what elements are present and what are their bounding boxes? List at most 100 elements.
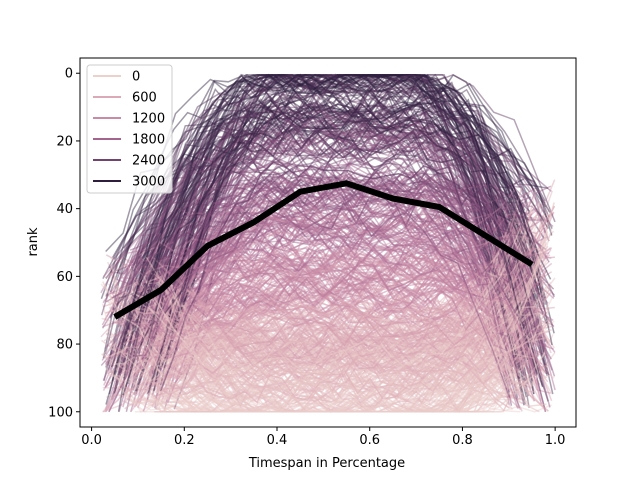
background-trajectory-line (118, 246, 548, 386)
background-trajectory-line (170, 265, 532, 319)
background-trajectory-line (146, 110, 510, 405)
background-trajectory-line (145, 275, 526, 385)
background-trajectory-line (118, 282, 530, 356)
background-trajectory-line (142, 137, 550, 376)
background-trajectory-line (116, 373, 537, 413)
background-trajectory-line (133, 270, 553, 383)
background-trajectory-line (137, 218, 513, 414)
background-trajectory-line (109, 286, 542, 413)
background-trajectory-line (128, 233, 549, 401)
background-trajectory-line (128, 73, 513, 363)
background-trajectory-line (120, 310, 514, 379)
background-trajectory-line (131, 279, 552, 344)
background-trajectory-line (116, 373, 537, 413)
background-trajectory-line (112, 130, 555, 327)
background-trajectory-line (143, 250, 524, 366)
background-trajectory-line (170, 73, 524, 298)
background-trajectory-line (139, 287, 511, 413)
background-trajectory-line (173, 240, 554, 350)
background-trajectory-line (105, 221, 544, 297)
background-trajectory-line (156, 213, 524, 392)
background-trajectory-line (144, 180, 535, 326)
background-trajectory-line (161, 240, 512, 347)
background-trajectory-line (112, 236, 538, 395)
background-trajectory-line (126, 188, 517, 277)
y-tick-label: 60 (56, 270, 73, 285)
background-trajectory-line (133, 104, 515, 396)
background-trajectory-line (166, 254, 552, 321)
background-trajectory-line (132, 261, 536, 384)
background-trajectory-line (102, 256, 542, 413)
background-trajectory-line (164, 256, 545, 377)
background-trajectory-line (150, 319, 548, 413)
background-trajectory-line (155, 322, 541, 394)
background-trajectory-line (129, 106, 551, 408)
background-trajectory-line (161, 207, 539, 331)
background-trajectory-line (118, 89, 531, 390)
background-trajectory-line (159, 161, 512, 392)
background-trajectory-line (118, 328, 523, 413)
background-trajectory-line (169, 196, 516, 363)
background-trajectory-line (111, 183, 515, 400)
background-trajectory-line (132, 211, 528, 308)
background-trajectory-line (132, 259, 555, 363)
background-trajectory-line (169, 176, 545, 354)
background-trajectory-line (148, 206, 537, 377)
background-trajectory-line (154, 99, 547, 278)
x-axis-label: Timespan in Percentage (248, 456, 405, 471)
background-trajectory-line (153, 247, 537, 343)
background-trajectory-line (150, 201, 546, 398)
background-trajectory-line (125, 147, 513, 353)
background-trajectory-line (104, 158, 514, 388)
background-trajectory-line (166, 311, 534, 413)
background-trajectory-line (160, 281, 552, 371)
background-trajectory-line (164, 320, 527, 404)
y-tick-label: 100 (48, 405, 73, 420)
background-trajectory-line (165, 226, 556, 391)
background-trajectory-line (163, 104, 547, 412)
background-trajectory-line (108, 299, 519, 390)
background-trajectory-line (129, 197, 510, 321)
background-trajectory-line (158, 286, 532, 370)
background-trajectory-line (174, 217, 511, 383)
background-trajectory-line (120, 116, 552, 276)
background-trajectory-line (164, 208, 523, 373)
background-trajectory-line (150, 295, 519, 386)
background-trajectory-line (163, 101, 539, 315)
background-trajectory-line (142, 90, 554, 395)
background-trajectory-line (139, 188, 510, 372)
background-trajectory-line (162, 222, 549, 341)
background-trajectory-line (166, 250, 521, 388)
background-trajectory-line (146, 74, 512, 352)
background-trajectory-line (147, 100, 535, 393)
background-trajectory-line (167, 275, 547, 379)
background-trajectory-line (138, 125, 513, 268)
background-trajectory-line (144, 74, 529, 314)
background-trajectory-line (139, 218, 527, 392)
background-trajectory-line (126, 257, 531, 390)
background-trajectory-line (150, 190, 537, 413)
background-trajectory-line (105, 254, 545, 326)
background-trajectory-line (162, 192, 510, 338)
background-trajectory-line (130, 245, 519, 413)
background-trajectory-line (151, 230, 537, 387)
background-trajectory-line (114, 324, 521, 373)
background-trajectory-line (131, 231, 511, 413)
background-trajectory-line (163, 74, 545, 353)
background-trajectory-line (170, 287, 546, 414)
background-trajectory-line (171, 200, 539, 361)
background-trajectory-line (159, 74, 514, 372)
background-trajectory-line (170, 85, 534, 334)
background-trajectory-line (134, 223, 511, 369)
background-trajectory-line (123, 228, 515, 290)
background-trajectory-line (138, 326, 556, 373)
background-trajectory-line (120, 202, 510, 381)
background-trajectory-line (169, 223, 529, 344)
background-trajectory-line (120, 237, 552, 294)
background-trajectory-line (124, 306, 536, 410)
background-trajectory-line (102, 216, 532, 381)
background-trajectory-line (170, 278, 546, 359)
background-trajectory-line (158, 228, 553, 413)
background-trajectory-line (169, 314, 529, 364)
background-trajectory-line (139, 267, 528, 370)
